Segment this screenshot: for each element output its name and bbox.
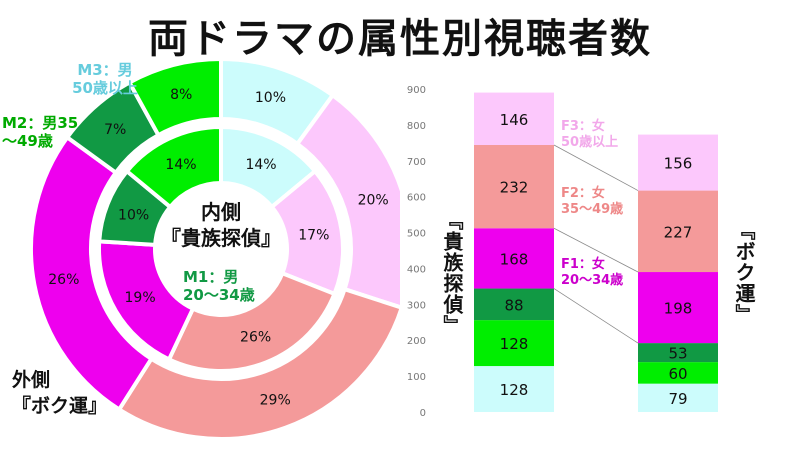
y-tick-label: 0 — [420, 408, 426, 419]
donut-data-label-inner-M1: 10% — [118, 207, 149, 223]
bar-value-label-F3-1: 156 — [664, 155, 693, 173]
category-label-1: 『ボク運』 — [732, 220, 756, 325]
donut-chart: 14% 17% 26% 19% 10% 14% 10% 20% 29% 26% 7% 8% 内側『貴族探… — [2, 56, 400, 441]
bar-segment-F3-0 — [474, 92, 554, 145]
outer-ring-label: 外側『ボク運』 — [12, 368, 107, 417]
y-tick-label: 600 — [407, 193, 426, 204]
y-tick-label: 300 — [407, 300, 426, 311]
donut-slice-outer-M2 — [126, 56, 223, 138]
bar-segment-M1-1 — [638, 343, 718, 363]
donut-slice-outer-F1 — [29, 134, 155, 413]
series-label-F3: F3：女 50歳以上 — [561, 118, 618, 150]
bar-segment-F3-1 — [638, 134, 718, 191]
center-label: 内側『貴族探偵』 — [161, 200, 281, 250]
category-label-M3: M3：男 50歳以上 — [72, 61, 138, 97]
y-tick-label: 900 — [407, 85, 426, 96]
donut-data-label-outer-M3: 10% — [255, 90, 286, 106]
donut-slice-inner-M2 — [124, 124, 223, 210]
donut-data-label-inner-M2: 14% — [165, 157, 196, 173]
series-label-F2: F2：女 35〜49歳 — [561, 185, 623, 217]
donut-data-label-outer-M2: 8% — [170, 87, 192, 103]
y-tick-label: 100 — [407, 372, 426, 383]
bar-segment-F1-0 — [474, 228, 554, 289]
bar-segment-M3-0 — [474, 366, 554, 412]
donut-data-label-outer-F1: 26% — [48, 272, 79, 288]
bar-value-label-F2-0: 232 — [500, 179, 529, 197]
connector-line — [553, 288, 639, 344]
donut-data-label-outer-F2: 29% — [260, 393, 291, 409]
stacked-bar-chart: 0 100 200 300 400 500 600 700 800 900 128 128 88 168 2… — [407, 85, 756, 419]
bar-segment-M1-0 — [474, 288, 554, 321]
y-tick-label: 800 — [407, 121, 426, 132]
donut-data-label-outer-M1: 7% — [104, 122, 126, 138]
connector-line — [553, 144, 639, 191]
donut-data-label-outer-F3: 20% — [358, 193, 389, 209]
category-label-M2: M2：男35 〜49歳 — [2, 114, 78, 150]
y-tick-label: 500 — [407, 229, 426, 240]
y-tick-label: 200 — [407, 336, 426, 347]
bar-value-label-F1-1: 198 — [664, 300, 693, 318]
series-label-F1: F1：女 20〜34歳 — [561, 256, 623, 288]
bar-value-label-F3-0: 146 — [500, 111, 529, 129]
category-label-0: 『貴族探偵』 — [440, 210, 464, 336]
bar-segment-M2-1 — [638, 362, 718, 384]
page-title: 両ドラマの属性別視聴者数 — [148, 16, 652, 62]
donut-slice-outer-F2 — [116, 286, 400, 441]
donut-data-label-inner-F2: 26% — [240, 329, 271, 345]
donut-data-label-inner-F1: 19% — [125, 290, 156, 306]
y-tick-label: 400 — [407, 264, 426, 275]
y-tick-label: 700 — [407, 157, 426, 168]
bar-segment-M2-0 — [474, 320, 554, 367]
bar-value-label-M2-0: 128 — [500, 335, 529, 353]
bar-segment-M3-1 — [638, 383, 718, 412]
donut-slice-outer-F3 — [294, 92, 400, 310]
donut-slice-inner-F2 — [166, 270, 338, 373]
bar-value-label-M3-1: 79 — [668, 390, 687, 408]
bar-value-label-M1-0: 88 — [504, 296, 523, 314]
bar-value-label-F1-0: 168 — [500, 250, 529, 268]
donut-data-label-inner-F3: 17% — [298, 227, 329, 243]
donut-data-label-inner-M3: 14% — [245, 157, 276, 173]
bar-value-label-F2-1: 227 — [664, 223, 693, 241]
bar-segment-F2-1 — [638, 190, 718, 273]
bar-segment-F1-1 — [638, 272, 718, 344]
bar-segment-F2-0 — [474, 144, 554, 229]
connector-line — [553, 227, 639, 273]
category-label-M1: M1：男 20〜34歳 — [183, 268, 255, 304]
bar-value-label-M2-1: 60 — [668, 365, 687, 383]
bar-value-label-M1-1: 53 — [668, 345, 687, 363]
bar-value-label-M3-0: 128 — [500, 381, 529, 399]
